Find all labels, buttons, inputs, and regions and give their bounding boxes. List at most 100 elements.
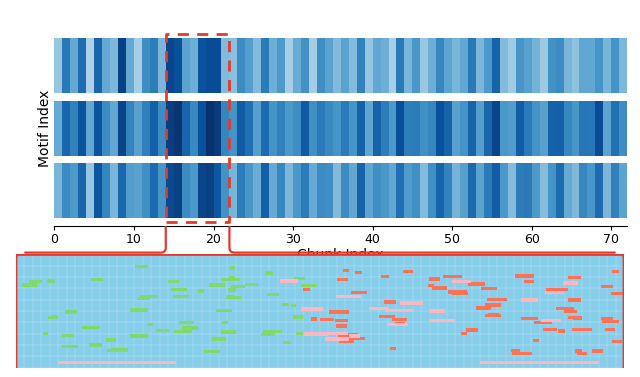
Bar (485, 314, 501, 317)
Bar (269, 38, 277, 93)
Bar (293, 164, 301, 218)
Bar (293, 38, 301, 93)
Bar (564, 38, 572, 93)
Bar (282, 303, 289, 306)
Bar (78, 164, 86, 218)
Bar (285, 164, 293, 218)
Bar (54, 101, 62, 156)
Bar (444, 101, 452, 156)
Bar (349, 101, 356, 156)
Bar (406, 301, 416, 305)
Bar (130, 334, 148, 338)
Bar (383, 300, 396, 304)
Bar (568, 316, 580, 319)
Bar (468, 101, 476, 156)
Bar (268, 293, 280, 296)
Bar (466, 328, 478, 332)
Bar (340, 101, 349, 156)
Bar (604, 101, 611, 156)
Bar (324, 332, 348, 336)
Bar (500, 38, 508, 93)
Bar (62, 334, 74, 337)
Bar (54, 38, 62, 93)
Bar (476, 101, 484, 156)
Bar (62, 101, 70, 156)
Bar (283, 341, 291, 344)
Bar (230, 266, 235, 270)
Bar (592, 349, 604, 353)
Bar (237, 38, 245, 93)
Bar (245, 101, 253, 156)
Bar (293, 316, 303, 319)
Bar (261, 38, 269, 93)
Bar (588, 101, 595, 156)
Bar (94, 101, 102, 156)
Bar (305, 333, 318, 336)
Bar (285, 38, 293, 93)
Bar (301, 164, 309, 218)
Bar (388, 38, 397, 93)
Bar (486, 297, 507, 301)
Bar (492, 38, 500, 93)
Bar (588, 38, 595, 93)
Bar (397, 101, 404, 156)
Bar (92, 278, 102, 282)
Bar (602, 320, 619, 323)
Bar (404, 101, 412, 156)
Bar (468, 38, 476, 93)
Bar (179, 321, 194, 324)
Bar (221, 321, 228, 324)
Bar (229, 276, 235, 279)
Bar (158, 101, 166, 156)
Bar (429, 319, 455, 322)
Bar (349, 38, 356, 93)
Bar (381, 164, 388, 218)
Bar (556, 101, 564, 156)
Bar (484, 101, 492, 156)
Bar (432, 286, 447, 290)
Bar (540, 164, 548, 218)
Bar (304, 333, 328, 336)
Bar (388, 101, 397, 156)
Bar (309, 38, 317, 93)
Bar (48, 316, 54, 319)
Bar (612, 340, 622, 343)
Bar (303, 288, 310, 291)
Bar (452, 164, 460, 218)
Bar (515, 274, 534, 277)
Bar (604, 164, 611, 218)
Bar (70, 38, 78, 93)
Bar (547, 288, 568, 291)
Bar (166, 164, 173, 218)
Bar (205, 38, 214, 93)
Bar (173, 329, 192, 333)
Bar (111, 348, 128, 352)
Bar (351, 291, 367, 294)
Bar (556, 38, 564, 93)
Bar (118, 38, 126, 93)
Bar (452, 38, 460, 93)
Bar (372, 101, 381, 156)
Bar (428, 164, 436, 218)
Bar (106, 339, 115, 342)
Bar (524, 38, 532, 93)
Bar (564, 164, 572, 218)
Bar (277, 164, 285, 218)
Bar (340, 164, 349, 218)
Bar (166, 101, 173, 156)
Bar (317, 38, 325, 93)
Bar (476, 307, 491, 310)
Bar (102, 38, 110, 93)
Bar (579, 101, 588, 156)
Bar (356, 164, 365, 218)
Bar (134, 38, 142, 93)
Bar (595, 164, 604, 218)
Bar (142, 101, 150, 156)
Bar (78, 38, 86, 93)
Bar (568, 276, 582, 279)
Bar (214, 38, 221, 93)
Bar (601, 317, 612, 320)
Bar (532, 164, 540, 218)
Bar (333, 38, 341, 93)
Bar (226, 295, 234, 299)
